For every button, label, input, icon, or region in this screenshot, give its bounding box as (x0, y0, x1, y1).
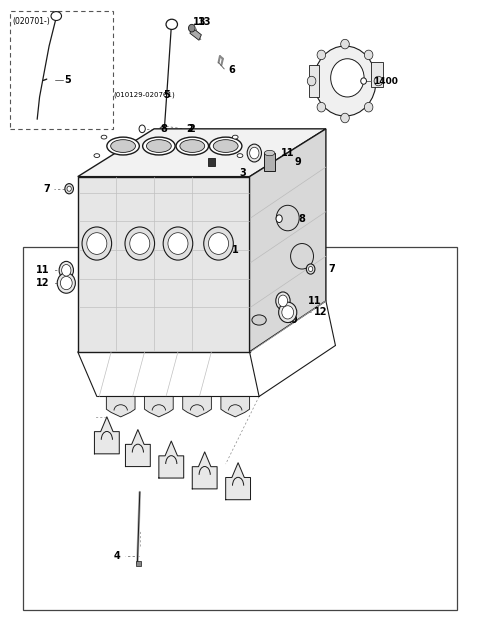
Ellipse shape (111, 140, 135, 152)
Ellipse shape (139, 125, 145, 132)
Ellipse shape (232, 135, 238, 139)
Text: 2: 2 (187, 124, 193, 134)
Ellipse shape (364, 50, 373, 60)
Ellipse shape (314, 46, 376, 116)
Polygon shape (226, 463, 251, 500)
Ellipse shape (276, 292, 290, 310)
Ellipse shape (264, 150, 275, 156)
Text: 1400: 1400 (373, 77, 398, 86)
Text: 12: 12 (36, 278, 49, 288)
Ellipse shape (204, 227, 233, 260)
Text: 8: 8 (161, 124, 168, 134)
Bar (264, 153, 275, 171)
Ellipse shape (57, 273, 75, 293)
Ellipse shape (61, 264, 71, 276)
Bar (136, 561, 141, 566)
Ellipse shape (101, 135, 107, 139)
Text: 4: 4 (114, 551, 120, 561)
Ellipse shape (237, 154, 243, 157)
Ellipse shape (276, 215, 282, 223)
Text: 5: 5 (64, 75, 71, 84)
Text: 7: 7 (44, 184, 50, 194)
Bar (309, 65, 319, 97)
Ellipse shape (276, 205, 299, 231)
Ellipse shape (341, 39, 349, 49)
Polygon shape (144, 396, 173, 417)
Ellipse shape (125, 227, 155, 260)
Ellipse shape (361, 78, 366, 84)
Ellipse shape (278, 295, 288, 307)
Text: 2: 2 (189, 124, 195, 134)
Text: 8: 8 (299, 214, 306, 224)
Ellipse shape (252, 315, 266, 325)
Bar (371, 62, 383, 88)
Ellipse shape (364, 102, 373, 112)
Ellipse shape (67, 186, 72, 191)
Text: 3: 3 (239, 168, 246, 179)
Ellipse shape (94, 154, 100, 157)
Ellipse shape (331, 59, 364, 97)
Ellipse shape (160, 127, 165, 131)
Ellipse shape (51, 12, 61, 20)
Ellipse shape (213, 140, 238, 152)
Bar (23, 246, 457, 610)
Text: 9: 9 (295, 157, 301, 167)
Ellipse shape (60, 276, 72, 290)
Ellipse shape (166, 19, 178, 29)
Ellipse shape (290, 244, 313, 269)
Text: 13: 13 (192, 17, 206, 27)
Ellipse shape (59, 261, 73, 279)
Ellipse shape (65, 184, 73, 194)
Text: 1: 1 (232, 245, 239, 255)
Ellipse shape (146, 140, 171, 152)
Text: 5: 5 (164, 90, 170, 100)
Ellipse shape (209, 137, 242, 155)
Polygon shape (95, 417, 119, 454)
Ellipse shape (208, 233, 228, 254)
Polygon shape (221, 396, 250, 417)
Ellipse shape (306, 264, 315, 274)
Ellipse shape (176, 137, 208, 155)
Ellipse shape (374, 76, 383, 86)
Text: 11: 11 (308, 296, 322, 306)
Ellipse shape (130, 233, 150, 254)
Ellipse shape (250, 147, 259, 159)
Polygon shape (78, 129, 326, 177)
Ellipse shape (317, 50, 325, 60)
Text: 13: 13 (198, 17, 212, 27)
Ellipse shape (163, 227, 193, 260)
Ellipse shape (341, 113, 349, 123)
Text: (010129-020701): (010129-020701) (114, 92, 175, 99)
Polygon shape (159, 441, 184, 478)
Ellipse shape (180, 140, 204, 152)
Ellipse shape (107, 137, 139, 155)
Ellipse shape (168, 233, 188, 254)
Ellipse shape (317, 102, 325, 112)
Ellipse shape (307, 76, 316, 86)
Polygon shape (183, 396, 211, 417)
Polygon shape (107, 396, 135, 417)
Ellipse shape (309, 266, 313, 271)
Ellipse shape (247, 144, 262, 162)
Ellipse shape (87, 233, 107, 254)
Ellipse shape (143, 137, 175, 155)
Text: 6: 6 (228, 65, 235, 75)
Text: 12: 12 (314, 307, 327, 317)
Text: 11: 11 (281, 148, 294, 158)
Polygon shape (250, 129, 326, 352)
Text: (020701-): (020701-) (12, 17, 50, 26)
Ellipse shape (82, 227, 112, 260)
Bar (190, 28, 202, 40)
Ellipse shape (279, 302, 297, 323)
Polygon shape (192, 452, 217, 489)
Ellipse shape (282, 306, 294, 319)
Text: 11: 11 (36, 266, 49, 275)
Ellipse shape (189, 24, 195, 32)
Text: 10: 10 (285, 315, 299, 325)
Polygon shape (78, 177, 250, 352)
Text: 7: 7 (328, 264, 335, 274)
Polygon shape (125, 429, 150, 467)
Bar (207, 157, 215, 166)
Bar (10, 11, 113, 129)
